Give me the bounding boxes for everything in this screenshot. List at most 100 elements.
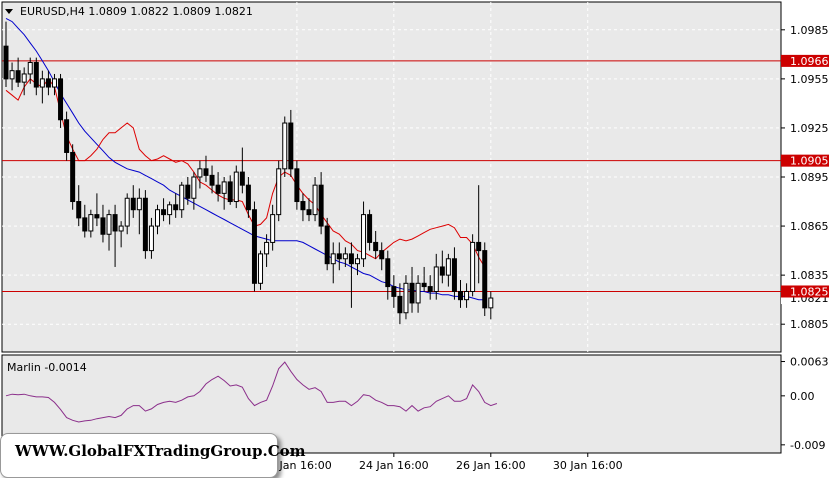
level-price-label: 1.0825 (790, 285, 829, 298)
candle-body-down (94, 214, 100, 219)
candle (136, 188, 142, 235)
candle (373, 230, 379, 259)
y-tick-label: 1.0865 (790, 220, 829, 233)
candle-body-up (470, 241, 476, 292)
candle (51, 73, 57, 96)
candle (245, 177, 251, 218)
candle-body-up (264, 241, 270, 255)
candle-body-up (464, 290, 470, 301)
candle-body-up (21, 73, 27, 83)
candle (142, 190, 148, 259)
candle (15, 57, 21, 88)
level-price-tag (781, 285, 829, 298)
candle-body-down (427, 286, 433, 292)
candle-body-down (15, 70, 21, 83)
candle (167, 201, 173, 225)
candle-body-up (27, 62, 33, 75)
candle-body-up (342, 253, 348, 260)
candle (385, 250, 391, 300)
candle (318, 172, 324, 235)
candle-body-up (270, 214, 276, 243)
candle (482, 242, 488, 317)
candle (330, 242, 336, 284)
candle (336, 242, 342, 271)
candle-body-down (288, 122, 294, 170)
symbol-name: EURUSD,H4 (20, 5, 85, 18)
candle (112, 204, 118, 267)
candle-body-up (136, 197, 142, 211)
candle (82, 204, 88, 238)
candle-body-up (312, 184, 318, 216)
candle-body-up (167, 204, 173, 216)
candle (227, 175, 233, 205)
candle (233, 165, 239, 209)
candle-body-down (130, 197, 136, 211)
candle (197, 160, 203, 189)
candle (203, 155, 209, 182)
y-axis: 1.0985 1.0955 1.0925 1.0895 1.0865 1.0835 1.08… (781, 24, 829, 331)
fast-ma-line (5, 78, 486, 268)
candle (179, 181, 185, 218)
candle-body-up (282, 122, 288, 170)
candle (106, 209, 112, 251)
candle (354, 253, 360, 276)
candle (306, 198, 312, 222)
osc-y-tick-label: 0.0063 (790, 356, 829, 369)
x-tick-label: 24 Jan 16:00 (359, 459, 429, 472)
candle (348, 242, 354, 308)
dropdown-arrow-icon[interactable] (5, 9, 13, 14)
candle (33, 57, 39, 96)
candle-body-down (476, 241, 482, 252)
candle-body-down (33, 62, 39, 88)
candle (94, 193, 100, 227)
candle-body-up (9, 70, 15, 80)
candle-body-down (161, 209, 167, 216)
candle (258, 250, 264, 290)
candle (415, 275, 421, 313)
candle (88, 209, 94, 238)
candle (118, 221, 124, 248)
level-price-tag (781, 54, 829, 67)
candle-body-down (239, 171, 245, 186)
candle-body-down (3, 45, 9, 80)
candle-body-up (354, 258, 360, 265)
candle-body-down (324, 225, 330, 265)
candle (458, 280, 463, 308)
candle (215, 172, 221, 202)
candle-body-up (88, 214, 94, 232)
candle (251, 201, 257, 292)
watermark-text: WWW.GlobalFXTradingGroup.Com (15, 442, 306, 460)
candle (433, 253, 439, 300)
y-tick-label: 1.0895 (790, 171, 829, 184)
x-axis: 22 Jan 16:00 24 Jan 16:00 26 Jan 16:00 30 J… (262, 453, 623, 472)
candle (39, 70, 45, 104)
candle-body-down (367, 214, 373, 243)
candle (70, 144, 76, 210)
candle (76, 185, 82, 227)
candle-body-down (391, 286, 397, 297)
candle-body-up (106, 214, 112, 235)
candle-body-down (185, 184, 191, 199)
y-tick-label: 1.0925 (790, 122, 829, 135)
candle (439, 250, 445, 284)
candle-body-down (421, 282, 427, 288)
candle-body-down (203, 168, 209, 176)
candle-body-up (197, 168, 203, 178)
candle (64, 111, 70, 161)
candle (155, 204, 160, 235)
candle (379, 242, 385, 271)
candle-body-up (39, 78, 45, 88)
candle-body-down (439, 266, 445, 276)
x-tick-label: 30 Jan 16:00 (553, 459, 623, 472)
candle-body-up (233, 171, 239, 203)
candle-body-down (482, 250, 488, 309)
candle (264, 234, 270, 267)
candle-body-down (45, 78, 51, 88)
candle (409, 266, 415, 313)
candle-body-up (445, 258, 451, 276)
candle-body-down (76, 201, 82, 219)
candle (58, 73, 64, 128)
candle-body-down (215, 184, 221, 194)
candle-body-down (82, 217, 88, 232)
candle (161, 198, 167, 222)
